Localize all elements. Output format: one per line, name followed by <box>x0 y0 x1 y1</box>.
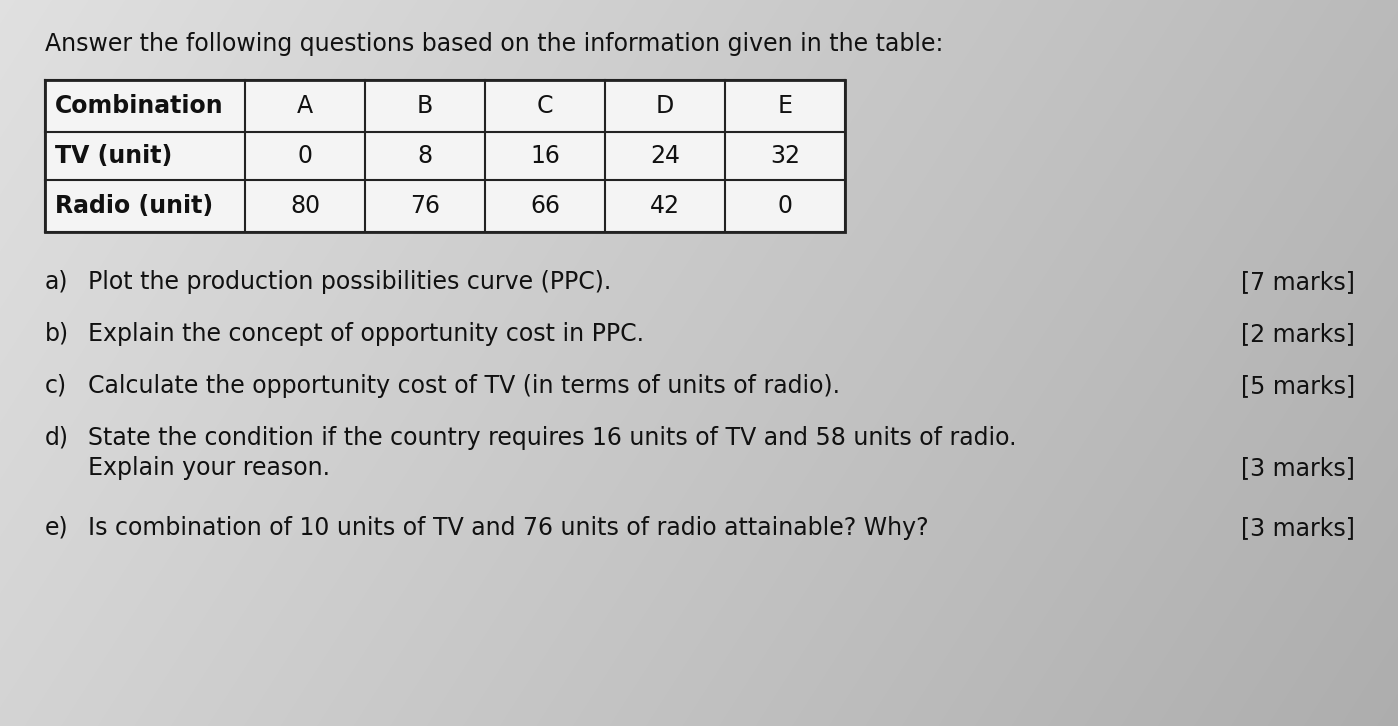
Text: E: E <box>777 94 793 118</box>
Text: 66: 66 <box>530 194 561 218</box>
Text: Explain your reason.: Explain your reason. <box>88 456 330 480</box>
Text: e): e) <box>45 516 69 540</box>
Text: [3 marks]: [3 marks] <box>1241 516 1355 540</box>
Text: Calculate the opportunity cost of TV (in terms of units of radio).: Calculate the opportunity cost of TV (in… <box>88 374 840 398</box>
Text: 16: 16 <box>530 144 561 168</box>
Text: [7 marks]: [7 marks] <box>1241 270 1355 294</box>
Text: Plot the production possibilities curve (PPC).: Plot the production possibilities curve … <box>88 270 611 294</box>
Text: [2 marks]: [2 marks] <box>1241 322 1355 346</box>
Text: 32: 32 <box>770 144 800 168</box>
Text: C: C <box>537 94 554 118</box>
Text: Radio (unit): Radio (unit) <box>55 194 212 218</box>
Text: [5 marks]: [5 marks] <box>1241 374 1355 398</box>
Text: 8: 8 <box>418 144 432 168</box>
Text: b): b) <box>45 322 69 346</box>
Text: d): d) <box>45 426 69 450</box>
Text: 0: 0 <box>777 194 793 218</box>
Bar <box>45 80 844 232</box>
Text: Combination: Combination <box>55 94 224 118</box>
Text: c): c) <box>45 374 67 398</box>
Text: Explain the concept of opportunity cost in PPC.: Explain the concept of opportunity cost … <box>88 322 644 346</box>
Text: 76: 76 <box>410 194 440 218</box>
Text: Answer the following questions based on the information given in the table:: Answer the following questions based on … <box>45 32 944 56</box>
Text: 42: 42 <box>650 194 679 218</box>
Text: a): a) <box>45 270 69 294</box>
Text: [3 marks]: [3 marks] <box>1241 456 1355 480</box>
Text: A: A <box>296 94 313 118</box>
Text: State the condition if the country requires 16 units of TV and 58 units of radio: State the condition if the country requi… <box>88 426 1016 450</box>
Text: 80: 80 <box>289 194 320 218</box>
Text: B: B <box>417 94 433 118</box>
Text: 24: 24 <box>650 144 679 168</box>
Text: Is combination of 10 units of TV and 76 units of radio attainable? Why?: Is combination of 10 units of TV and 76 … <box>88 516 928 540</box>
Bar <box>45 80 844 232</box>
Text: TV (unit): TV (unit) <box>55 144 172 168</box>
Text: 0: 0 <box>298 144 313 168</box>
Text: D: D <box>656 94 674 118</box>
